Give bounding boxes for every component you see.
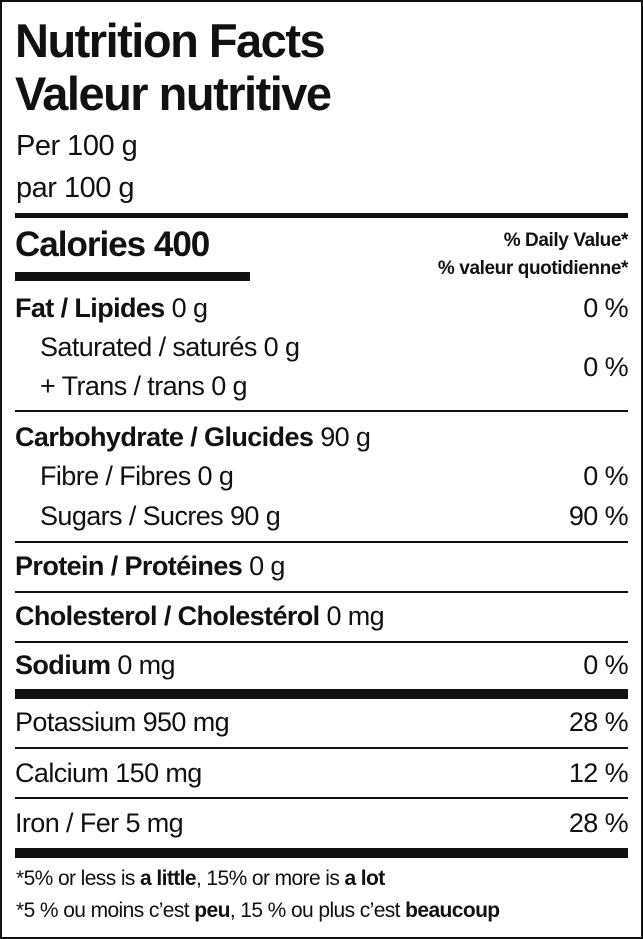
nutrient-dv: 0 % bbox=[583, 461, 628, 491]
nutrient-name: Cholesterol / Cholestérol bbox=[15, 601, 320, 631]
nutrient-amount: 5 mg bbox=[125, 808, 184, 838]
nutrient-name: Fibre / Fibres bbox=[40, 461, 191, 491]
nutrient-row-calcium: Calcium 150 mg 12 % bbox=[15, 755, 629, 791]
nutrient-name: Potassium bbox=[15, 707, 136, 737]
calories-label: Calories bbox=[15, 225, 146, 264]
nutrient-amount: 0 g bbox=[171, 293, 208, 323]
footnote-text: *5% or less is bbox=[16, 867, 141, 890]
footnote-bold: a little bbox=[140, 867, 196, 890]
divider bbox=[15, 641, 628, 643]
divider bbox=[15, 541, 628, 543]
title-english: Nutrition Facts bbox=[15, 14, 326, 67]
nutrient-name: Protein / Protéines bbox=[15, 551, 243, 581]
nutrient-amount: 0 mg bbox=[326, 601, 385, 631]
calories: Calories 400 bbox=[15, 224, 210, 266]
nutrient-name: + Trans / trans bbox=[40, 371, 205, 401]
saturated-trans-dv-row: 0 % bbox=[15, 349, 628, 385]
footnote-french: *5 % ou moins c’est peu, 15 % ou plus c’… bbox=[16, 896, 500, 926]
nutrient-dv: 0 % bbox=[583, 293, 628, 323]
divider bbox=[15, 591, 628, 593]
nutrient-row-sugars: Sugars / Sucres 90 g 90 % bbox=[15, 498, 629, 534]
nutrient-row-carbohydrate: Carbohydrate / Glucides 90 g bbox=[15, 419, 628, 455]
nutrient-row-trans: + Trans / trans 0 g bbox=[15, 368, 628, 404]
thick-divider bbox=[15, 213, 628, 218]
divider bbox=[15, 747, 628, 749]
nutrient-amount: 950 mg bbox=[142, 707, 230, 737]
divider bbox=[15, 410, 628, 412]
thick-divider bbox=[15, 689, 628, 699]
nutrient-name: Carbohydrate / Glucides bbox=[15, 422, 314, 452]
nutrient-dv: 28 % bbox=[568, 808, 629, 838]
nutrient-row-potassium: Potassium 950 mg 28 % bbox=[15, 704, 629, 740]
daily-value-header-english: % Daily Value* bbox=[503, 230, 629, 251]
nutrient-name: Sugars / Sucres bbox=[40, 501, 224, 531]
calories-value: 400 bbox=[153, 225, 210, 264]
nutrient-name: Saturated / saturés bbox=[40, 332, 257, 362]
divider bbox=[15, 797, 628, 799]
nutrient-amount: 90 g bbox=[230, 501, 281, 531]
nutrient-dv: 28 % bbox=[568, 707, 629, 737]
nutrient-row-fat: Fat / Lipides 0 g 0 % bbox=[15, 290, 629, 326]
title-french: Valeur nutritive bbox=[15, 67, 332, 120]
nutrient-amount: 0 g bbox=[263, 332, 300, 362]
nutrient-name: Iron / Fer bbox=[15, 808, 119, 838]
footnote-text: , 15 % ou plus c’est bbox=[229, 899, 406, 922]
nutrient-name: Sodium bbox=[15, 650, 111, 680]
nutrient-row-cholesterol: Cholesterol / Cholestérol 0 mg bbox=[15, 598, 628, 634]
nutrient-amount: 90 g bbox=[320, 422, 371, 452]
nutrient-row-fibre: Fibre / Fibres 0 g 0 % bbox=[15, 458, 629, 494]
footnote-bold: peu bbox=[194, 899, 230, 922]
nutrient-dv: 0 % bbox=[583, 650, 628, 680]
nutrient-row-sodium: Sodium 0 mg 0 % bbox=[15, 647, 629, 683]
nutrient-dv: 0 % bbox=[583, 352, 628, 382]
thick-divider bbox=[15, 848, 628, 858]
nutrient-dv: 90 % bbox=[568, 501, 629, 531]
nutrient-name: Calcium bbox=[15, 758, 109, 788]
daily-value-header-french: % valeur quotidienne* bbox=[437, 258, 628, 279]
nutrient-dv: 12 % bbox=[568, 758, 629, 788]
nutrient-name: Fat / Lipides bbox=[15, 293, 165, 323]
nutrient-row-protein: Protein / Protéines 0 g bbox=[15, 548, 628, 584]
serving-size-english: Per 100 g bbox=[16, 130, 138, 162]
nutrient-amount: 0 g bbox=[249, 551, 285, 581]
nutrient-amount: 0 g bbox=[211, 371, 247, 401]
nutrient-row-saturated: Saturated / saturés 0 g bbox=[15, 329, 628, 365]
footnote-bold: beaucoup bbox=[405, 899, 500, 922]
nutrient-amount: 150 mg bbox=[115, 758, 202, 788]
nutrient-row-iron: Iron / Fer 5 mg 28 % bbox=[15, 805, 629, 841]
footnote-bold: a lot bbox=[344, 867, 385, 890]
serving-size-french: par 100 g bbox=[16, 172, 135, 204]
nutrient-amount: 0 g bbox=[197, 461, 234, 491]
footnote-english: *5% or less is a little, 15% or more is … bbox=[16, 864, 385, 894]
calories-bar bbox=[15, 272, 250, 281]
nutrient-amount: 0 mg bbox=[117, 650, 175, 680]
footnote-text: , 15% or more is bbox=[195, 867, 345, 890]
footnote-text: *5 % ou moins c’est bbox=[16, 899, 195, 922]
